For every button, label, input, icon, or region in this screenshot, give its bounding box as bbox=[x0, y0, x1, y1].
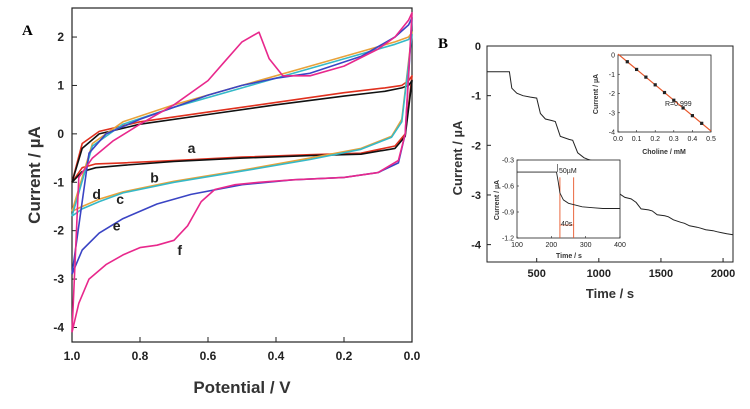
calibration-point bbox=[644, 75, 648, 79]
inset-step-concentration: 50µM bbox=[559, 168, 577, 175]
panel-a-label: A bbox=[22, 23, 33, 39]
panel-a-xlabel: Potential / V bbox=[193, 378, 291, 397]
panel-b-frame bbox=[486, 45, 734, 263]
curve-label-c: c bbox=[116, 191, 124, 207]
y-tick-label: -4 bbox=[471, 240, 482, 252]
panel-b-ylabel: Current / µA bbox=[450, 120, 465, 195]
inset-calibration-ylabel: Current / µA bbox=[593, 74, 600, 114]
y-tick-label: -2 bbox=[471, 140, 481, 152]
panel-b-label: B bbox=[438, 36, 448, 52]
y-tick-label: -4 bbox=[609, 130, 615, 137]
x-tick-label: 1000 bbox=[587, 268, 611, 280]
x-tick-label: 0.3 bbox=[669, 136, 679, 143]
x-tick-label: 0.1 bbox=[632, 136, 642, 143]
inset-step-time-window: 40s bbox=[561, 221, 573, 228]
y-tick-label: 2 bbox=[57, 30, 64, 44]
x-tick-label: 0.0 bbox=[613, 136, 623, 143]
panel-b: B 500 1000 1500 2000 0-1-2-3-4 Time / s Cur… bbox=[438, 36, 735, 301]
y-tick-label: -0.9 bbox=[502, 210, 514, 217]
calibration-point bbox=[700, 121, 704, 125]
x-tick-label: 100 bbox=[511, 242, 523, 249]
y-tick-label: -3 bbox=[471, 190, 481, 202]
y-tick-label: -2 bbox=[53, 224, 64, 238]
calibration-point bbox=[690, 114, 694, 118]
curve-label-a: a bbox=[188, 140, 196, 156]
panel-a-series bbox=[71, 12, 413, 333]
x-tick-label: 0.5 bbox=[706, 136, 716, 143]
panel-a-curve-labels: a b cde f bbox=[92, 140, 195, 258]
y-tick-label: 0 bbox=[611, 53, 615, 60]
y-tick-label: -1.2 bbox=[502, 236, 514, 243]
calibration-point bbox=[662, 90, 667, 95]
x-tick-label: 1.0 bbox=[64, 349, 81, 363]
x-tick-label: 300 bbox=[580, 242, 592, 249]
panel-b-xlabel: Time / s bbox=[586, 286, 634, 301]
inset-calibration: 0.0 0.1 0.2 0.3 0.4 0.5 -4 -3 -2 -1 0 R=0.999 Chol… bbox=[593, 53, 716, 157]
x-tick-label: 1500 bbox=[649, 268, 673, 280]
y-tick-label: -4 bbox=[53, 320, 64, 334]
cv-curve-f bbox=[71, 12, 413, 333]
x-tick-label: 200 bbox=[545, 242, 557, 249]
curve-label-f: f bbox=[177, 242, 182, 258]
y-tick-label: -2 bbox=[609, 91, 615, 98]
x-tick-label: 0.0 bbox=[404, 349, 421, 363]
inset-calibration-xlabel: Choline / mM bbox=[642, 149, 686, 156]
x-tick-label: 0.8 bbox=[132, 349, 149, 363]
x-tick-label: 400 bbox=[614, 242, 626, 249]
cv-curve-b bbox=[71, 79, 413, 183]
x-tick-label: 0.4 bbox=[688, 136, 698, 143]
calibration-point bbox=[625, 60, 629, 64]
panel-a-x-ticks: 1.0 0.8 0.6 0.4 0.2 0.0 bbox=[64, 337, 421, 363]
curve-label-e: e bbox=[113, 218, 121, 234]
x-tick-label: 0.2 bbox=[336, 349, 353, 363]
y-tick-label: -3 bbox=[53, 272, 64, 286]
panel-b-x-ticks: 500 1000 1500 2000 bbox=[528, 258, 735, 280]
curve-label-d: d bbox=[92, 186, 101, 202]
calibration-point bbox=[653, 83, 657, 87]
curve-label-b: b bbox=[150, 169, 159, 185]
panel-a: A 1.0 0.8 0.6 0.4 0.2 0.0 210-1-2-3-4 abcdef … bbox=[22, 7, 421, 397]
x-tick-label: 0.6 bbox=[200, 349, 217, 363]
inset-step-series bbox=[517, 164, 620, 238]
y-tick-label: -1 bbox=[53, 175, 64, 189]
cv-curve-e bbox=[71, 16, 413, 275]
step-trace bbox=[517, 171, 620, 209]
x-tick-label: 0.2 bbox=[650, 136, 660, 143]
inset-step: 100 200 300 400 -0.3 -0.6 -0.9 -1.2 50µM 40s Ti… bbox=[494, 158, 626, 261]
inset-step-xlabel: Time / s bbox=[556, 253, 582, 260]
calibration-point bbox=[672, 98, 676, 102]
inset-calibration-r-value: R=0.999 bbox=[665, 101, 692, 108]
x-tick-label: 500 bbox=[528, 268, 546, 280]
y-tick-label: 0 bbox=[57, 127, 64, 141]
inset-step-ylabel: Current / µA bbox=[494, 180, 501, 220]
y-tick-label: -0.6 bbox=[502, 184, 514, 191]
y-tick-label: -1 bbox=[609, 72, 615, 79]
y-tick-label: -0.3 bbox=[502, 158, 514, 165]
x-tick-label: 2000 bbox=[711, 268, 735, 280]
calibration-point bbox=[635, 67, 639, 72]
inset-calibration-series bbox=[617, 53, 712, 132]
x-tick-label: 0.4 bbox=[268, 349, 285, 363]
y-tick-label: 0 bbox=[475, 41, 481, 53]
calibration-point bbox=[681, 106, 685, 110]
panel-b-y-ticks: 0 -1 -2 -3 -4 bbox=[471, 41, 491, 252]
inset-calibration-ticks: 0.0 0.1 0.2 0.3 0.4 0.5 -4 -3 -2 -1 0 bbox=[609, 53, 716, 144]
y-tick-label: -1 bbox=[471, 91, 481, 103]
inset-step-frame bbox=[516, 159, 621, 239]
panel-a-frame bbox=[71, 7, 413, 343]
y-tick-label: 1 bbox=[57, 78, 64, 92]
y-tick-label: -3 bbox=[609, 110, 615, 117]
panel-a-ylabel: Current / µA bbox=[25, 126, 44, 224]
cv-curve-a bbox=[71, 75, 413, 183]
inset-step-ticks: 100 200 300 400 -0.3 -0.6 -0.9 -1.2 bbox=[502, 158, 626, 250]
